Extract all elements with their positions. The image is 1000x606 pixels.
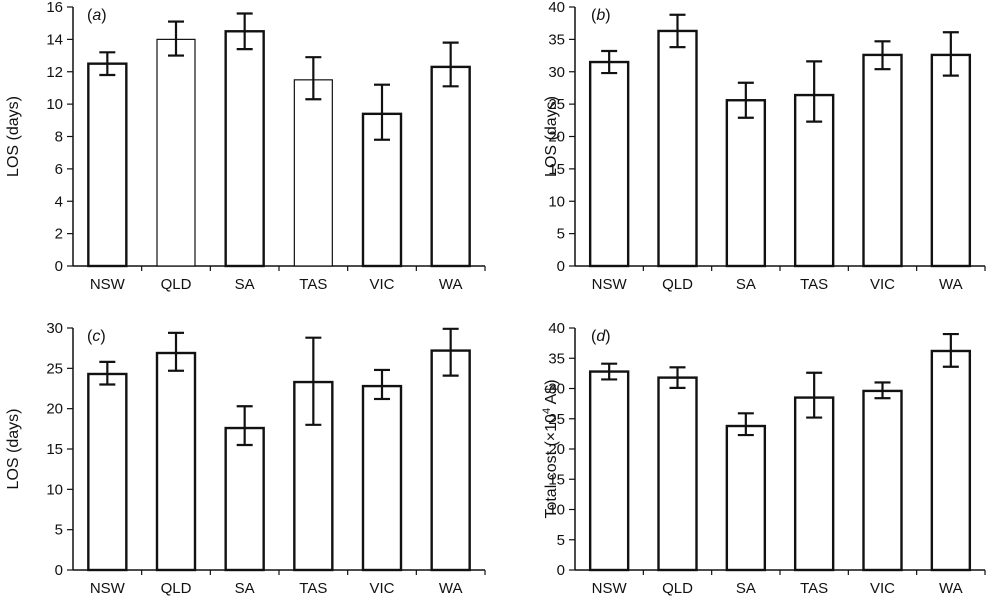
- y-tick-label: 0: [557, 258, 565, 275]
- x-tick-label-sa: SA: [235, 276, 255, 293]
- y-tick-label: 12: [46, 64, 63, 81]
- x-tick-label-sa: SA: [736, 580, 756, 597]
- y-tick-label: 25: [548, 96, 565, 113]
- x-tick-label-qld: QLD: [161, 276, 192, 293]
- y-tick-label: 6: [55, 161, 63, 178]
- bar-vic: [862, 389, 903, 572]
- y-tick-label: 15: [548, 161, 565, 178]
- y-tick-label: 2: [55, 226, 63, 243]
- panel-label: (b): [591, 7, 611, 24]
- chart-panel-d: 0 5 10 15 20 25 30 35 40 NSW QLD SA TAS VIC WA (d) Total…: [541, 320, 986, 597]
- chart-panel-b: 0 5 10 15 20 25 30 35 40 NSW QLD SA TAS VIC WA (b) LOS (…: [543, 0, 986, 293]
- x-tick-label-wa: WA: [939, 580, 963, 597]
- bar-nsw: [588, 370, 630, 572]
- x-tick-label-sa: SA: [736, 276, 756, 293]
- bar-qld: [156, 38, 196, 267]
- bar-qld: [155, 351, 197, 572]
- y-tick-label: 40: [548, 320, 565, 337]
- x-tick-label-wa: WA: [439, 276, 463, 293]
- bar-vic: [361, 384, 403, 572]
- y-tick-label: 0: [55, 562, 63, 579]
- y-tick-label: 20: [46, 401, 63, 418]
- y-tick-label: 10: [46, 96, 63, 113]
- bar-wa: [430, 65, 471, 268]
- x-tick-label-qld: QLD: [161, 580, 192, 597]
- y-tick-label: 16: [46, 0, 63, 16]
- bar-sa: [725, 424, 767, 572]
- y-tick-label: 20: [548, 441, 565, 458]
- y-axis-title: LOS (days): [5, 96, 22, 177]
- bar-sa: [224, 30, 265, 268]
- bar-nsw: [87, 62, 128, 268]
- y-tick-label: 30: [548, 64, 565, 81]
- x-tick-label-nsw: NSW: [592, 580, 628, 597]
- y-tick-label: 15: [548, 471, 565, 488]
- x-tick-label-vic: VIC: [870, 580, 895, 597]
- x-tick-label-tas: TAS: [299, 276, 327, 293]
- y-tick-label: 30: [46, 320, 63, 337]
- y-tick-label: 14: [46, 31, 63, 48]
- y-tick-label: 20: [548, 129, 565, 146]
- chart-panel-c: 0 5 10 15 20 25 30 NSW QLD SA TAS VIC WA (c) LOS (days…: [5, 320, 486, 597]
- y-tick-label: 0: [557, 562, 565, 579]
- y-tick-label: 25: [46, 360, 63, 377]
- bar-nsw: [588, 60, 630, 268]
- x-tick-label-wa: WA: [439, 580, 463, 597]
- y-tick-label: 4: [55, 193, 63, 210]
- y-tick-label: 5: [557, 226, 565, 243]
- y-axis-title: LOS (days): [5, 409, 22, 490]
- bar-vic: [862, 53, 903, 268]
- y-tick-label: 10: [548, 502, 565, 519]
- y-tick-label: 25: [548, 411, 565, 428]
- bar-tas: [793, 396, 835, 572]
- x-tick-label-nsw: NSW: [90, 580, 126, 597]
- y-tick-label: 10: [46, 481, 63, 498]
- y-tick-label: 0: [55, 258, 63, 275]
- y-tick-label: 5: [55, 522, 63, 539]
- y-tick-label: 35: [548, 350, 565, 367]
- bar-wa: [430, 349, 471, 572]
- y-tick-label: 35: [548, 31, 565, 48]
- y-tick-label: 10: [548, 193, 565, 210]
- x-tick-label-sa: SA: [235, 580, 255, 597]
- x-tick-label-tas: TAS: [299, 580, 327, 597]
- bar-qld: [657, 29, 698, 268]
- x-tick-label-vic: VIC: [870, 276, 895, 293]
- panel-label: (d): [591, 328, 611, 345]
- bar-tas: [293, 79, 333, 267]
- y-tick-label: 8: [55, 129, 63, 146]
- y-tick-label: 30: [548, 381, 565, 398]
- x-tick-label-nsw: NSW: [90, 276, 126, 293]
- x-tick-label-vic: VIC: [369, 276, 394, 293]
- bar-qld: [657, 376, 698, 572]
- y-tick-label: 40: [548, 0, 565, 16]
- chart-panel-a: 0 2 4 6 8 10 12 14 16 NSW QLD SA TAS VIC WA (a) LOS (day…: [5, 0, 486, 293]
- bar-sa: [224, 426, 265, 572]
- bar-sa: [725, 99, 767, 268]
- x-tick-label-wa: WA: [939, 276, 963, 293]
- x-tick-label-nsw: NSW: [592, 276, 628, 293]
- panel-label: (a): [87, 7, 107, 24]
- bar-wa: [930, 349, 972, 572]
- x-tick-label-tas: TAS: [800, 276, 828, 293]
- x-tick-label-tas: TAS: [800, 580, 828, 597]
- x-tick-label-vic: VIC: [369, 580, 394, 597]
- bar-wa: [930, 53, 972, 268]
- x-tick-label-qld: QLD: [662, 580, 693, 597]
- y-tick-label: 5: [557, 532, 565, 549]
- panel-label: (c): [87, 328, 106, 345]
- y-axis-title: Total cost (×104 A$): [541, 379, 560, 518]
- y-tick-label: 15: [46, 441, 63, 458]
- bar-nsw: [87, 372, 128, 572]
- y-axis-title: LOS (days): [543, 96, 560, 177]
- x-tick-label-qld: QLD: [662, 276, 693, 293]
